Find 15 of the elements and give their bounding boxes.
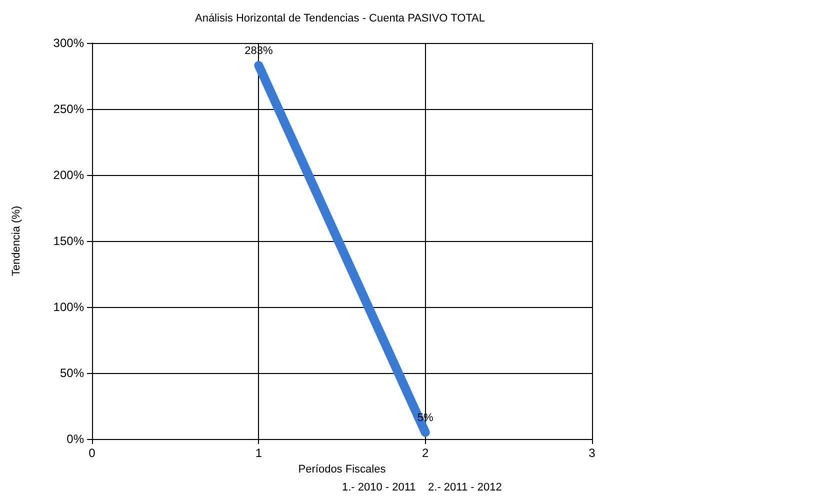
text: 1.- 2010 - 2011 2.- 2011 - 2012 bbox=[342, 482, 502, 494]
y-tick-label: 300% bbox=[53, 36, 84, 50]
y-tick-label: 0% bbox=[66, 432, 84, 446]
y-tick-label: 200% bbox=[53, 168, 84, 182]
y-axis-title: Tendencia (%) bbox=[10, 206, 22, 276]
y-tick-label: 100% bbox=[53, 300, 84, 314]
x-tick-label: 0 bbox=[88, 446, 96, 460]
x-tick-label: 2 bbox=[422, 446, 429, 460]
x-tick-label: 3 bbox=[588, 446, 596, 460]
y-tick-label: 50% bbox=[60, 366, 84, 380]
y-tick-label: 150% bbox=[53, 234, 84, 248]
chart-title: Análisis Horizontal de Tendencias - Cuenta PASIVO TOTAL bbox=[194, 12, 486, 24]
x-axis-title: Períodos Fiscales bbox=[298, 463, 386, 476]
y-tick-label: 250% bbox=[53, 102, 84, 116]
x-tick-label: 1 bbox=[255, 446, 262, 460]
